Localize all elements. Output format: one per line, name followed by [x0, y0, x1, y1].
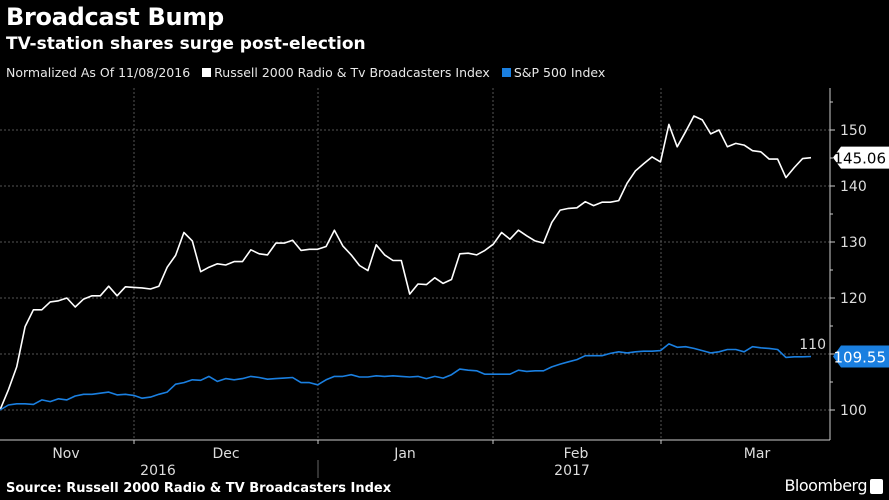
x-month-label: Dec [212, 446, 239, 462]
y-tick-label: 120 [840, 291, 867, 307]
x-month-label: Feb [564, 446, 589, 462]
series-line-russell [0, 115, 812, 411]
x-year-label: 2017 [554, 463, 590, 479]
chart-subtitle: TV-station shares surge post-election [6, 34, 366, 54]
legend-swatch-blue [501, 68, 511, 77]
x-month-label: Nov [52, 446, 79, 462]
legend-note: Normalized As Of 11/08/2016 [6, 65, 191, 80]
y-tick-label: 150 [840, 123, 867, 139]
last-value-badge [833, 345, 889, 368]
x-year-label: 2016 [140, 463, 176, 479]
legend-item-russell: Russell 2000 Radio & Tv Broadcasters Ind… [202, 65, 490, 80]
series-line-sp500 [0, 343, 812, 411]
legend: Normalized As Of 11/08/2016 Russell 2000… [6, 65, 605, 80]
y-tick-label: 110 [799, 337, 826, 353]
y-tick-label: 130 [840, 235, 867, 251]
bloomberg-chart-icon [870, 479, 883, 494]
legend-swatch-white [202, 68, 212, 77]
x-month-label: Mar [744, 446, 771, 462]
legend-label: Russell 2000 Radio & Tv Broadcasters Ind… [214, 65, 490, 80]
y-tick-label: 140 [840, 179, 867, 195]
y-tick-label: 100 [840, 403, 867, 419]
source-note: Source: Russell 2000 Radio & TV Broadcas… [6, 481, 392, 496]
last-value-label: 145.06 [834, 150, 887, 168]
chart-title: Broadcast Bump [6, 3, 224, 31]
legend-label: S&P 500 Index [513, 65, 606, 80]
x-month-label: Jan [393, 446, 416, 462]
bloomberg-logo: Bloomberg [784, 476, 867, 495]
last-value-label: 109.55 [834, 349, 887, 367]
last-value-badge [833, 146, 889, 169]
legend-item-sp500: S&P 500 Index [501, 65, 606, 80]
